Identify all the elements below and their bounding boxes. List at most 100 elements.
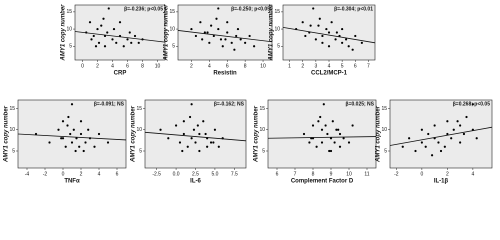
x-tick-label: -2	[43, 171, 48, 177]
y-tick-label: 15	[169, 9, 175, 15]
y-tick-label: 15	[274, 9, 280, 15]
point	[79, 120, 83, 123]
annotation: β=-0.162; NS	[214, 101, 245, 107]
point	[459, 141, 462, 144]
point	[178, 141, 182, 144]
point	[182, 132, 185, 136]
point	[342, 137, 345, 140]
point	[338, 132, 342, 136]
point	[408, 137, 411, 140]
point	[106, 141, 110, 144]
point	[194, 34, 198, 38]
y-tick-label: 10	[136, 127, 142, 133]
x-tick-label: -2	[394, 171, 399, 177]
y-tick-label: 5	[277, 44, 280, 50]
point	[334, 38, 337, 41]
point	[190, 27, 193, 31]
y-tick-label: 5	[69, 44, 72, 50]
point	[182, 120, 185, 123]
x-tick-label: 1	[288, 63, 291, 69]
point	[309, 24, 312, 27]
point	[420, 141, 423, 144]
x-tick-label: 0.0	[173, 171, 180, 177]
point	[239, 38, 242, 41]
x-tick-label: 8	[244, 63, 247, 69]
x-axis-label: CCL2/MCP-1	[311, 71, 348, 77]
point	[314, 38, 317, 41]
point	[312, 7, 315, 10]
point	[126, 38, 129, 41]
point	[181, 149, 184, 153]
point	[235, 34, 238, 38]
x-axis-label: Resistin	[213, 71, 237, 77]
x-tick-label: 5	[341, 63, 344, 69]
point	[107, 7, 110, 10]
point	[337, 128, 340, 131]
point	[446, 132, 449, 136]
point	[226, 21, 229, 24]
plot-area	[389, 99, 493, 169]
point	[92, 34, 95, 38]
point	[70, 103, 74, 106]
x-tick-label: 6	[126, 63, 129, 69]
y-axis-label: AMY1 copy number	[131, 105, 137, 163]
point	[61, 120, 65, 123]
point	[328, 149, 331, 153]
x-tick-label: 2	[96, 63, 99, 69]
point	[102, 17, 105, 20]
point	[111, 38, 114, 41]
point	[459, 124, 462, 127]
point	[325, 27, 328, 31]
fit-line	[17, 133, 127, 141]
point	[304, 34, 307, 38]
point	[347, 141, 351, 144]
x-tick-label: 2	[80, 171, 83, 177]
x-tick-label: 4	[208, 63, 211, 69]
point	[206, 145, 209, 148]
point	[452, 128, 455, 131]
fit-line	[389, 126, 493, 146]
point	[456, 120, 459, 123]
y-axis-label: AMY1 copy number	[254, 105, 260, 163]
point	[84, 141, 87, 144]
point	[322, 103, 325, 106]
annotation: β=0.025; NS	[346, 101, 375, 107]
point	[133, 34, 137, 38]
plot-area	[17, 99, 127, 169]
point	[439, 149, 443, 153]
point	[201, 38, 204, 41]
point	[443, 145, 446, 148]
point	[341, 27, 344, 31]
y-axis-label: AMY1 copy number	[4, 105, 10, 163]
point	[221, 45, 224, 48]
x-tick-label: 10	[346, 171, 352, 177]
y-tick-label: 5	[139, 148, 142, 154]
x-tick-label: 11	[364, 171, 369, 177]
point	[414, 149, 417, 153]
point	[321, 41, 324, 44]
point	[219, 38, 223, 41]
annotation: β=0.268; p<0.05	[453, 101, 490, 107]
point	[333, 141, 336, 144]
x-tick-label: 2	[446, 171, 449, 177]
point	[252, 45, 256, 48]
y-tick-label: 5	[262, 148, 265, 154]
point	[217, 145, 220, 148]
x-tick-label: 4	[98, 171, 101, 177]
point	[93, 145, 96, 148]
y-tick-label: 10	[169, 26, 175, 32]
point	[203, 31, 206, 34]
point	[217, 7, 220, 10]
point	[122, 45, 125, 48]
point	[320, 141, 324, 144]
annotation: β=-0.091; NS	[94, 101, 125, 107]
point	[128, 31, 131, 34]
y-tick-label: 10	[9, 127, 15, 133]
annotation: β=-0.250; p<0.05	[231, 6, 270, 12]
point	[213, 128, 217, 131]
y-tick-label: 15	[66, 9, 72, 15]
y-tick-label: 15	[9, 106, 15, 112]
point	[324, 124, 327, 127]
y-axis-label: AMY1 copy number	[164, 4, 170, 62]
